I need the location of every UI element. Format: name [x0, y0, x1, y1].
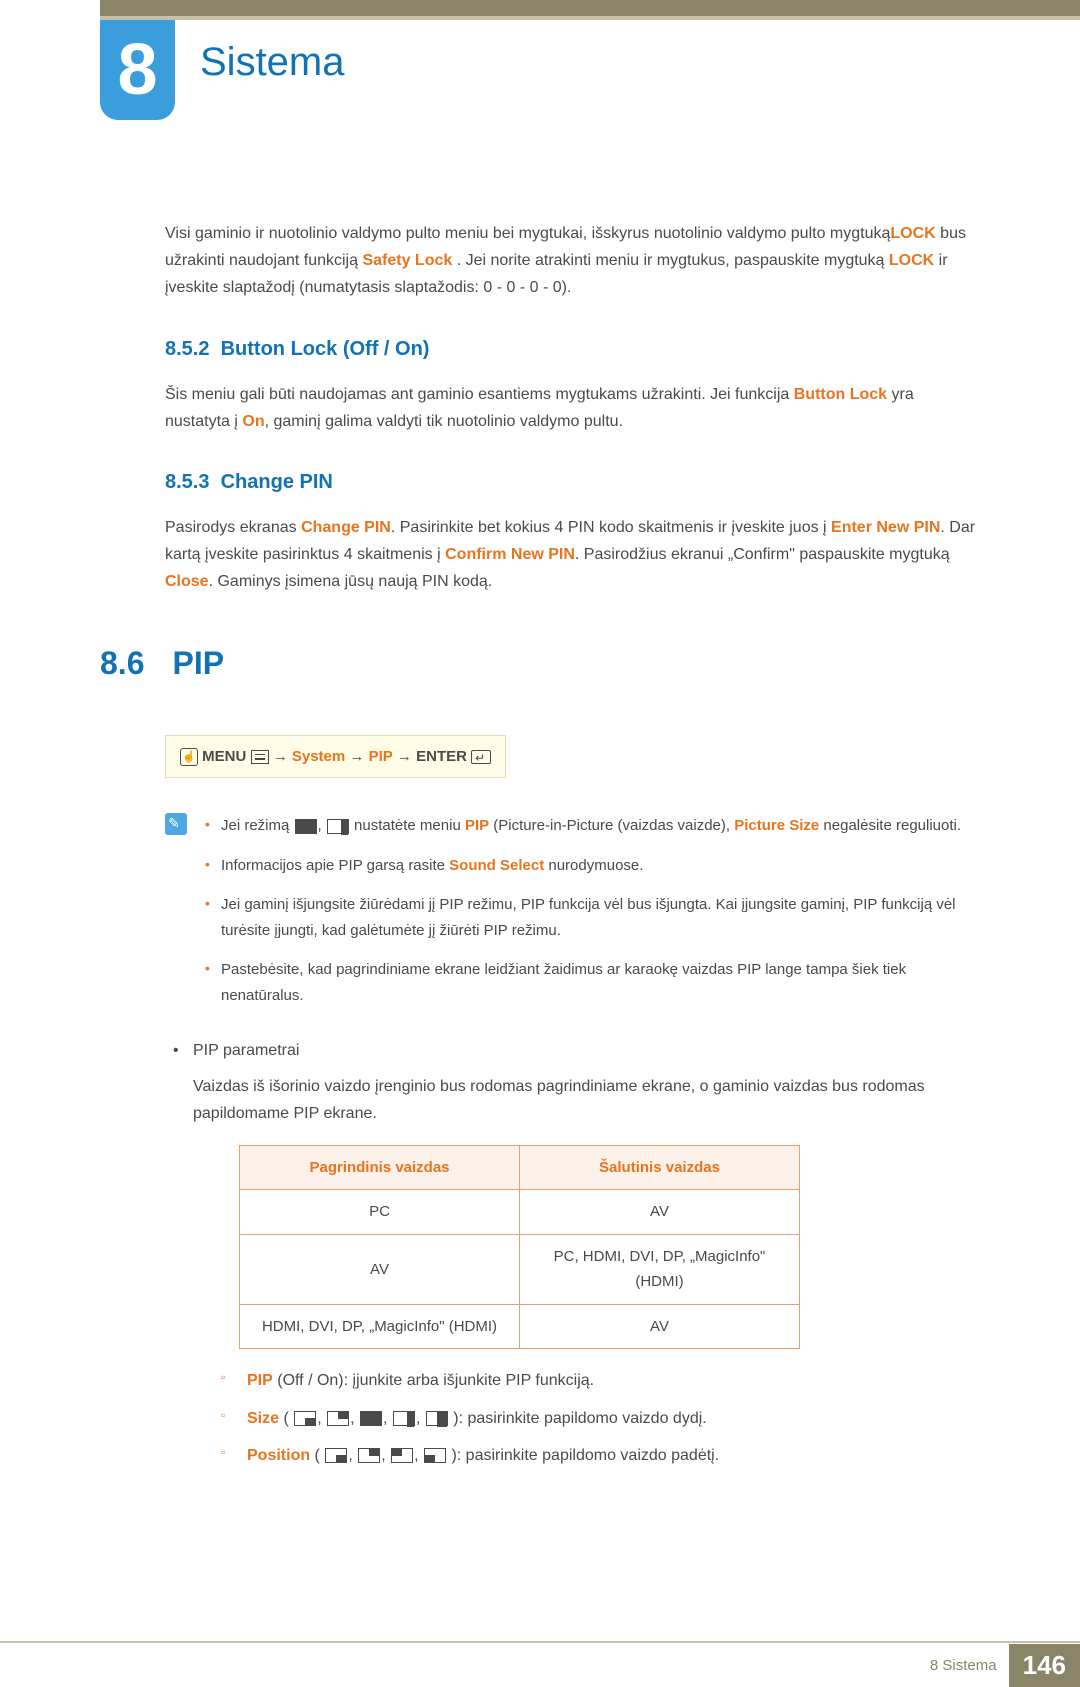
size-icon [393, 1411, 415, 1426]
chapter-title: Sistema [200, 40, 345, 85]
pip-params: PIP parametrai Vaizdas iš išorinio vaizd… [165, 1037, 980, 1469]
table-row: PC AV [240, 1190, 800, 1235]
size-icon [294, 1411, 316, 1426]
hand-icon: ☝ [180, 748, 198, 766]
layout-icon [295, 819, 317, 834]
page-footer: 8 Sistema 146 [0, 1641, 1080, 1687]
note-item: Informacijos apie PIP garsą rasite Sound… [201, 853, 980, 879]
chapter-number: 8 [117, 29, 157, 111]
option-pip: PIP (Off / On): įjunkite arba išjunkite … [221, 1367, 980, 1394]
table-row: HDMI, DVI, DP, „MagicInfo" (HDMI) AV [240, 1304, 800, 1349]
layout-icon [327, 819, 349, 834]
size-icon [360, 1411, 382, 1426]
footer-page-number: 146 [1009, 1644, 1080, 1687]
table-header: Pagrindinis vaizdas [240, 1145, 520, 1190]
note-item: Jei režimą , nustatėte meniu PIP (Pictur… [201, 813, 980, 839]
note-icon [165, 813, 187, 835]
position-icon [391, 1448, 413, 1463]
position-icon [325, 1448, 347, 1463]
menu-icon [251, 750, 269, 764]
section-852-body: Šis meniu gali būti naudojamas ant gamin… [165, 381, 980, 435]
position-icon [424, 1448, 446, 1463]
note-block: Jei režimą , nustatėte meniu PIP (Pictur… [165, 813, 980, 1022]
page-content: Visi gaminio ir nuotolinio valdymo pulto… [0, 20, 1080, 1581]
size-icon [327, 1411, 349, 1426]
position-icon [358, 1448, 380, 1463]
note-item: Pastebėsite, kad pagrindiniame ekrane le… [201, 957, 980, 1008]
table-row: AV PC, HDMI, DVI, DP, „MagicInfo" (HDMI) [240, 1234, 800, 1304]
note-item: Jei gaminį išjungsite žiūrėdami jį PIP r… [201, 892, 980, 943]
size-icon [426, 1411, 448, 1426]
section-86-heading: 8.6 PIP [100, 636, 980, 690]
intro-paragraph: Visi gaminio ir nuotolinio valdymo pulto… [165, 220, 980, 302]
pip-table: Pagrindinis vaizdas Šalutinis vaizdas PC… [239, 1145, 800, 1350]
footer-label: 8 Sistema [930, 1657, 997, 1674]
section-852-heading: 8.5.2 Button Lock (Off / On) [165, 332, 980, 366]
section-853-body: Pasirodys ekranas Change PIN. Pasirinkit… [165, 514, 980, 596]
menu-path: ☝ MENU → System → PIP → ENTER [165, 735, 506, 779]
option-size: Size ( , , , , ): pasirinkite papildomo … [221, 1405, 980, 1432]
chapter-tab: 8 [100, 20, 175, 120]
enter-icon [471, 750, 491, 764]
section-853-heading: 8.5.3 Change PIN [165, 465, 980, 499]
top-bar [0, 0, 1080, 20]
table-header: Šalutinis vaizdas [520, 1145, 800, 1190]
option-position: Position ( , , , ): pasirinkite papildom… [221, 1442, 980, 1469]
